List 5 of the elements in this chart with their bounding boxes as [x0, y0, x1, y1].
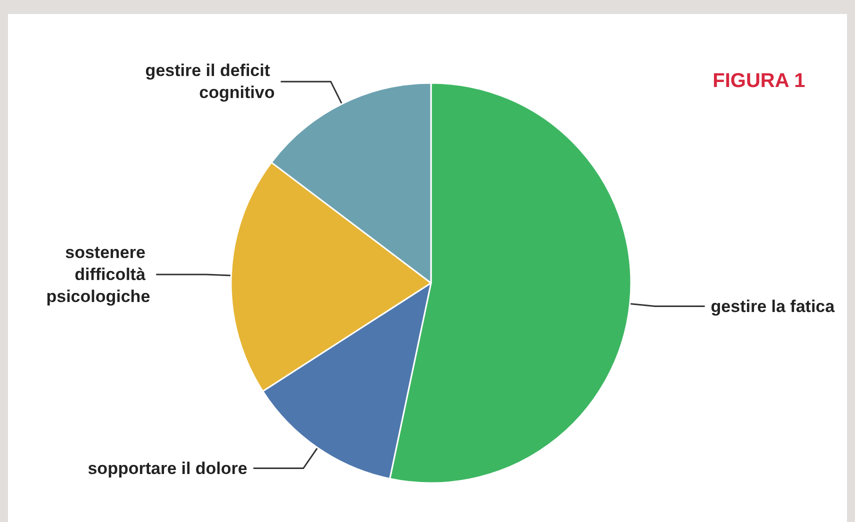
- chart-title: FIGURA 1: [712, 70, 806, 92]
- slice-label: sostenere difficoltà psicologiche: [46, 243, 150, 306]
- slice-label: gestire la fatica: [710, 296, 836, 316]
- slice-label: gestire il deficit cognitivo: [145, 61, 275, 102]
- slice-label: sopportare il dolore: [88, 458, 248, 478]
